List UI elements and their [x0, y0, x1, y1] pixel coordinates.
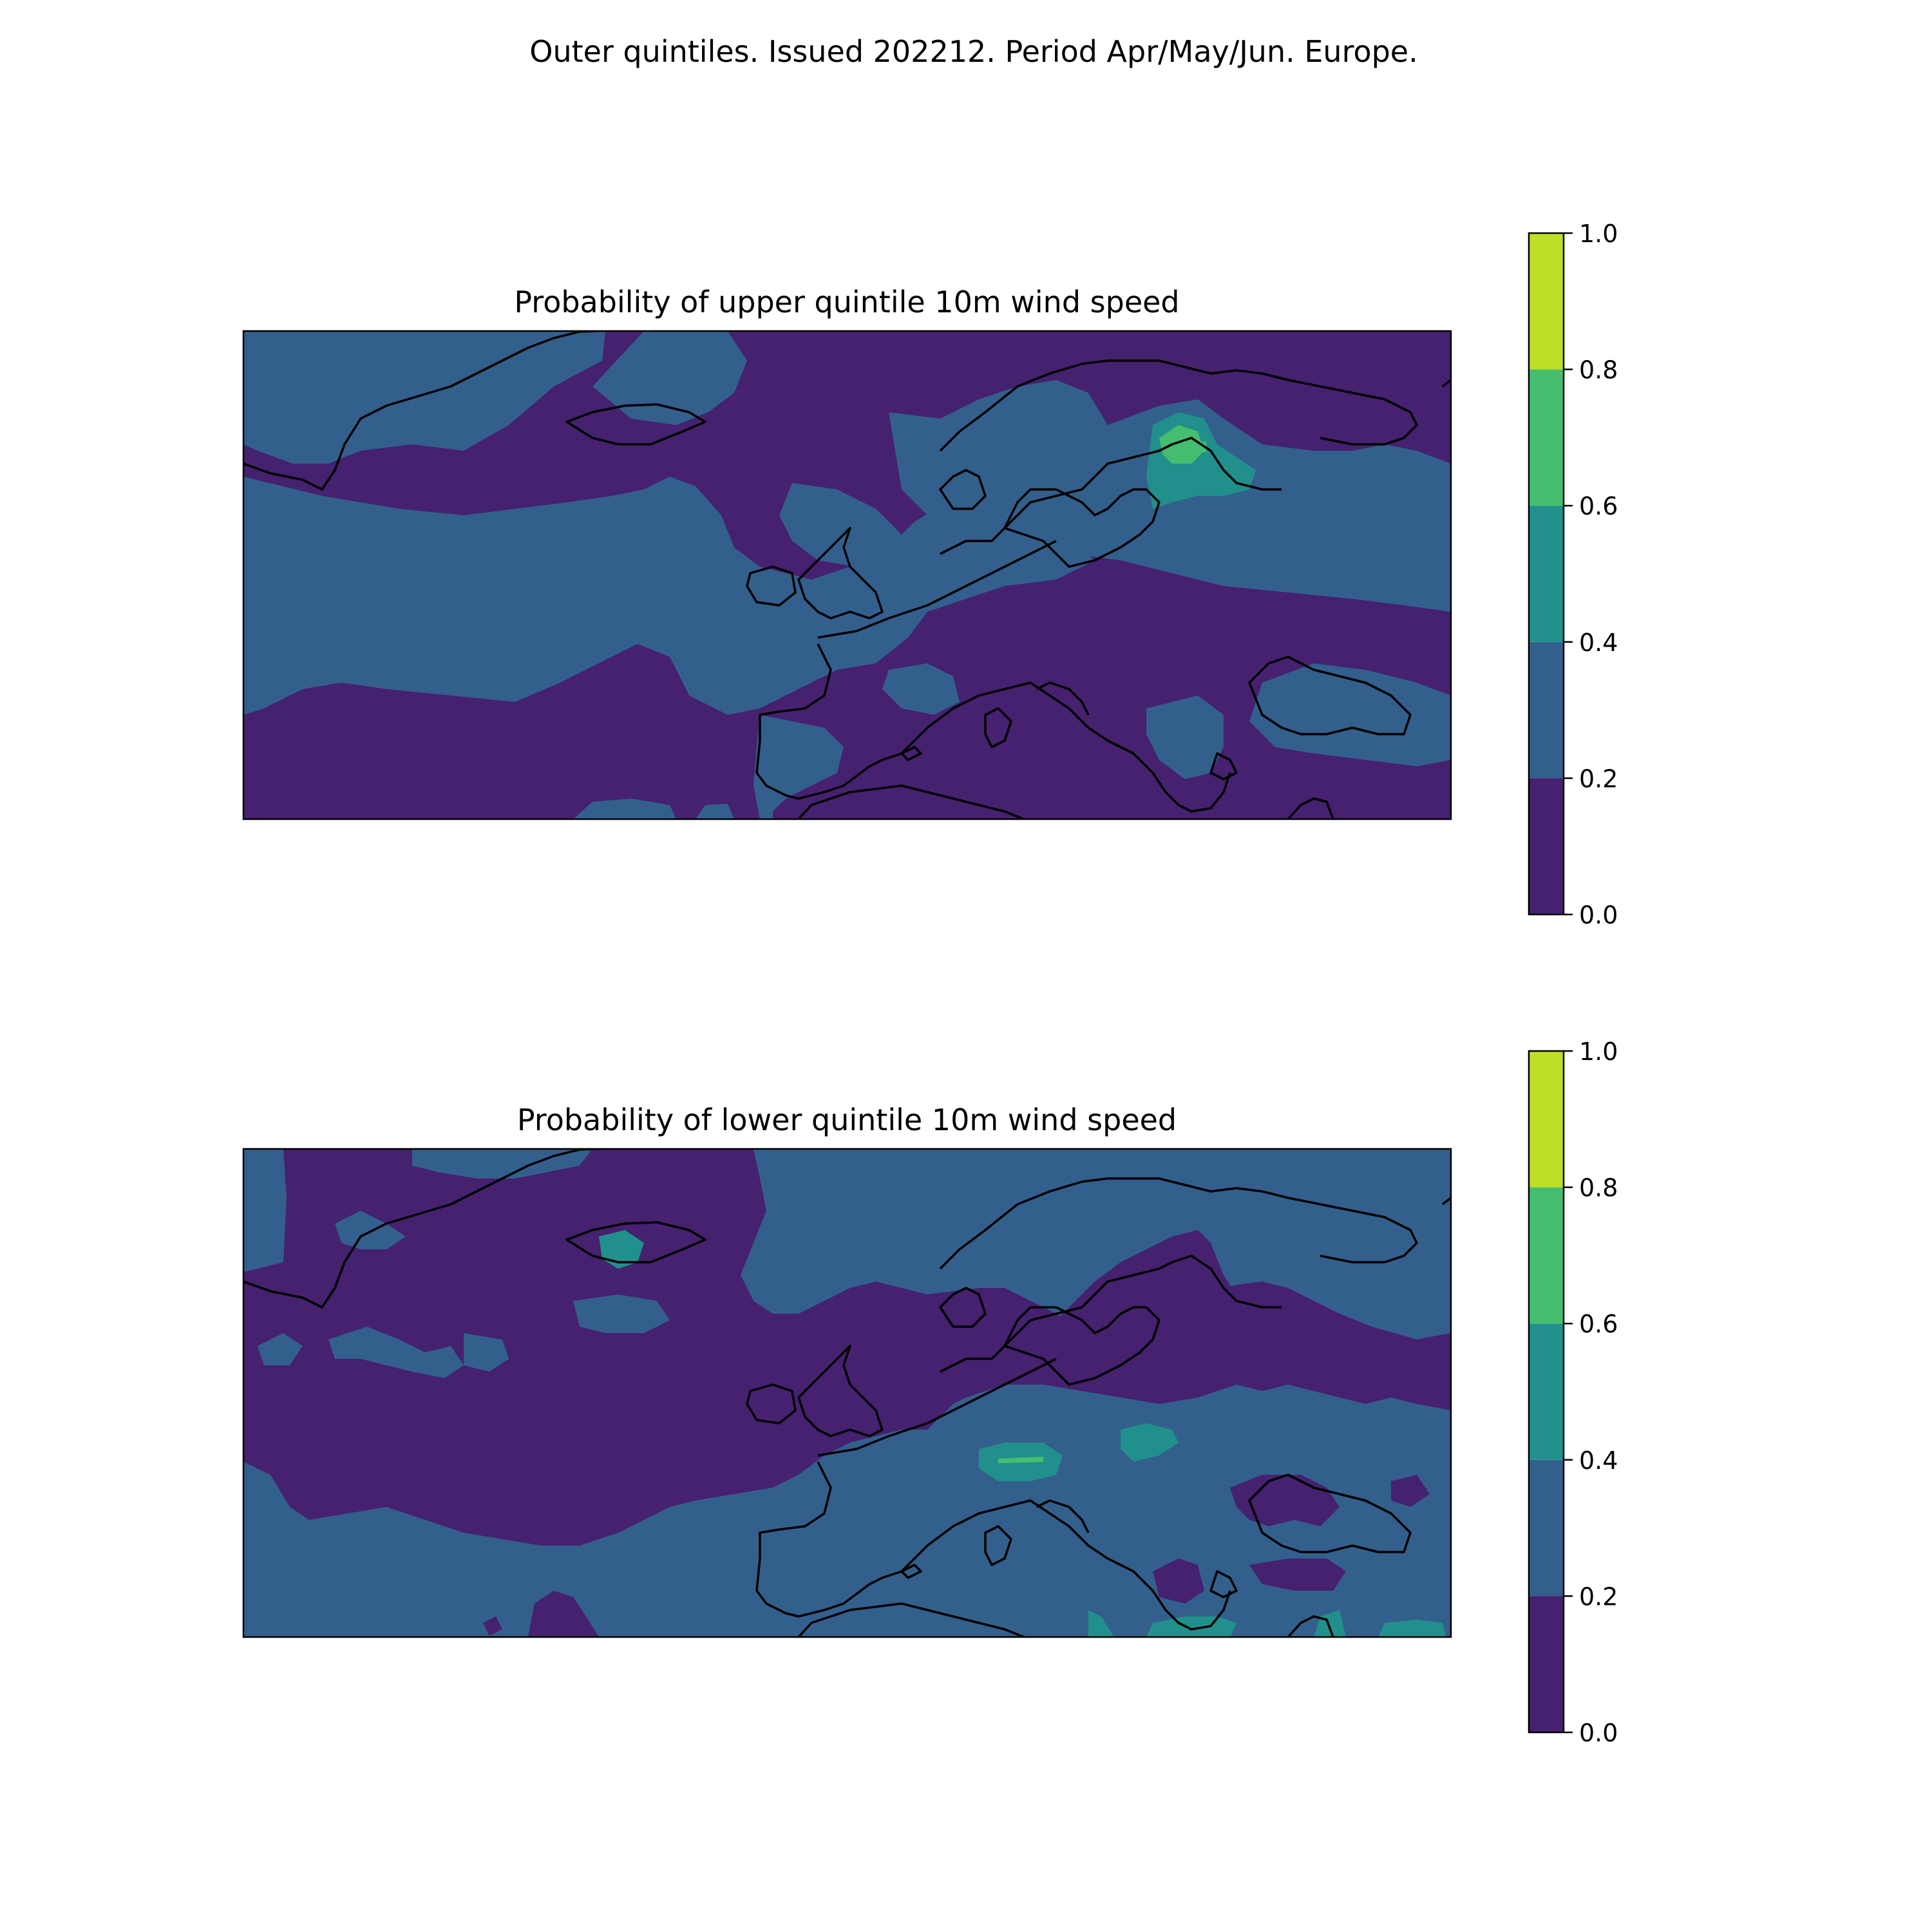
colorbar-segment — [1529, 233, 1564, 370]
contour-region-balkans — [1146, 696, 1224, 779]
colorbar-segment — [1529, 1051, 1564, 1188]
contour-region-atlantic-blobs-3 — [464, 1333, 509, 1372]
contour-region-scandinavia-low — [1043, 1230, 1340, 1404]
colorbar-tick-label: 0.6 — [1579, 492, 1618, 520]
coastlines — [243, 331, 1451, 819]
contour-region-levant-high — [1314, 1610, 1346, 1637]
colorbar-segment — [1529, 641, 1564, 779]
colorbar-tick-label: 0.4 — [1579, 629, 1618, 657]
contour-region-iceland-high — [599, 1230, 644, 1269]
contour-region-greenland-east — [412, 1149, 592, 1179]
colorbar-tick-label: 0.8 — [1579, 1174, 1618, 1202]
contour-region-france — [882, 663, 960, 715]
colorbar-segment — [1529, 1323, 1564, 1460]
contour-region-black-sea — [1249, 663, 1451, 766]
colorbar-segment — [1529, 506, 1564, 642]
colorbar-tick-label: 1.0 — [1579, 1037, 1618, 1066]
colorbar-tick-label: 1.0 — [1579, 220, 1618, 248]
contour-region-iceland — [592, 331, 747, 425]
contour-region-east-edge-high — [1378, 1620, 1446, 1637]
contour-region-south-edge-2 — [696, 804, 734, 819]
colorbar-segment — [1529, 1187, 1564, 1324]
contour-region-finland-high — [1159, 425, 1204, 464]
contour-region-sahara-low-2 — [483, 1616, 502, 1636]
contour-region-poland-high — [1121, 1423, 1179, 1462]
contour-region-north-east — [741, 1149, 1451, 1340]
map-title-upper-quintile: Probability of upper quintile 10m wind s… — [514, 285, 1179, 319]
colorbar-tick-label: 0.2 — [1579, 764, 1618, 793]
colorbar-tick-label: 0.2 — [1579, 1582, 1618, 1611]
map-panel-lower-quintile: Probability of lower quintile 10m wind s… — [242, 1103, 1452, 1638]
map-panel-upper-quintile: Probability of upper quintile 10m wind s… — [242, 285, 1452, 820]
map-title-lower-quintile: Probability of lower quintile 10m wind s… — [517, 1103, 1177, 1137]
contour-region-sahara-low — [528, 1591, 599, 1637]
colorbar-segment — [1529, 778, 1564, 914]
contour-region-turkey-low — [1249, 1558, 1346, 1591]
colorbar-frame — [1528, 1050, 1565, 1734]
contour-region-west-edge — [243, 1149, 287, 1272]
figure-suptitle: Outer quintiles. Issued 202212. Period A… — [529, 34, 1417, 69]
contour-region-greenland-north — [243, 331, 605, 464]
colorbar-tick-label: 0.0 — [1579, 1719, 1618, 1747]
map-frame-upper-quintile — [242, 330, 1452, 820]
contour-region-central-europe-peak — [998, 1457, 1043, 1463]
colorbar-segment — [1529, 369, 1564, 506]
colorbar-frame — [1528, 232, 1565, 916]
contour-region-mediterranean-high — [1088, 1610, 1114, 1637]
colorbar-tick-label: 0.0 — [1579, 901, 1618, 929]
colorbar-tick-label: 0.8 — [1579, 356, 1618, 384]
colorbar-tick-label: 0.4 — [1579, 1446, 1618, 1475]
colorbar-segment — [1529, 1596, 1564, 1732]
contour-region-caucasus-low — [1391, 1475, 1430, 1507]
coastlines — [243, 1149, 1451, 1637]
contour-region-atlantic-blobs-5 — [335, 1211, 406, 1249]
contour-region-atlantic-blobs-2 — [328, 1327, 464, 1378]
contour-region-greece-low — [1153, 1558, 1204, 1604]
contour-region-atlantic-blobs — [258, 1333, 303, 1365]
contour-region-north-sea — [779, 483, 902, 567]
colorbar-upper: 0.0 0.2 0.4 0.6 0.8 1.0 — [1528, 220, 1618, 929]
contour-region-iberia — [753, 715, 844, 819]
colorbar-segment — [1529, 1459, 1564, 1596]
contour-region-south-edge — [573, 799, 676, 819]
contour-region-atlantic-blobs-4 — [573, 1294, 670, 1333]
map-frame-lower-quintile — [242, 1148, 1452, 1638]
contour-region-north-atlantic — [243, 477, 1095, 715]
colorbar-tick-label: 0.6 — [1579, 1310, 1618, 1338]
colorbar-lower: 0.0 0.2 0.4 0.6 0.8 1.0 — [1528, 1037, 1618, 1747]
